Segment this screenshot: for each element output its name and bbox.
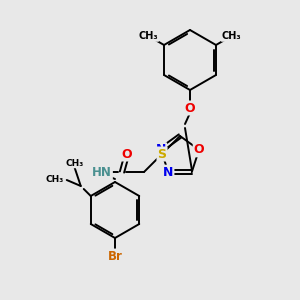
Text: O: O (185, 101, 195, 115)
Text: CH₃: CH₃ (66, 158, 84, 167)
Text: N: N (156, 143, 166, 156)
Text: O: O (122, 148, 132, 160)
Text: Br: Br (108, 250, 122, 262)
Text: CH₃: CH₃ (222, 31, 242, 41)
Text: O: O (194, 143, 204, 156)
Text: CH₃: CH₃ (139, 31, 158, 41)
Text: S: S (158, 148, 166, 160)
Text: N: N (163, 166, 173, 179)
Text: CH₃: CH₃ (46, 176, 64, 184)
Text: HN: HN (92, 166, 112, 178)
